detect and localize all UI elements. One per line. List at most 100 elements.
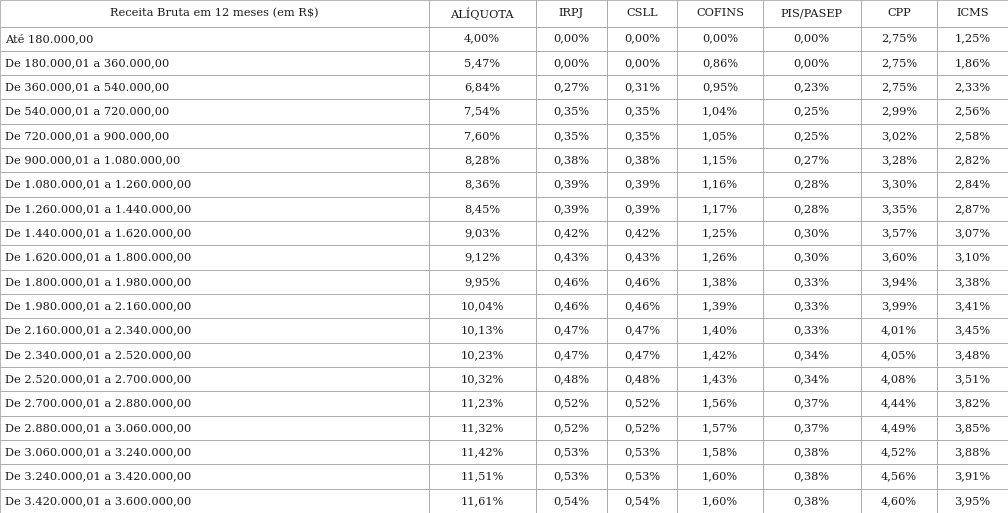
Bar xyxy=(677,100,762,124)
Bar xyxy=(428,440,535,464)
Bar xyxy=(762,75,861,100)
Text: 10,04%: 10,04% xyxy=(461,301,504,311)
Bar xyxy=(861,100,937,124)
Bar xyxy=(762,464,861,489)
Bar xyxy=(428,172,535,197)
Bar xyxy=(607,51,677,75)
Bar xyxy=(677,294,762,319)
Text: 0,35%: 0,35% xyxy=(553,131,589,141)
Bar xyxy=(861,294,937,319)
Text: De 2.880.000,01 a 3.060.000,00: De 2.880.000,01 a 3.060.000,00 xyxy=(5,423,192,433)
Bar xyxy=(762,124,861,148)
Bar xyxy=(607,489,677,513)
Bar xyxy=(677,245,762,270)
Bar xyxy=(677,391,762,416)
Bar xyxy=(535,319,607,343)
Bar xyxy=(762,440,861,464)
Text: 3,91%: 3,91% xyxy=(955,471,991,482)
Text: De 1.620.000,01 a 1.800.000,00: De 1.620.000,01 a 1.800.000,00 xyxy=(5,252,192,263)
Text: 1,05%: 1,05% xyxy=(702,131,738,141)
Bar xyxy=(762,245,861,270)
Text: 3,38%: 3,38% xyxy=(955,277,991,287)
Bar xyxy=(937,172,1008,197)
Text: De 1.080.000,01 a 1.260.000,00: De 1.080.000,01 a 1.260.000,00 xyxy=(5,180,192,190)
Text: 4,52%: 4,52% xyxy=(881,447,917,457)
Text: 8,28%: 8,28% xyxy=(464,155,500,165)
Bar xyxy=(535,197,607,221)
Text: 3,88%: 3,88% xyxy=(955,447,991,457)
Bar xyxy=(937,416,1008,440)
Bar xyxy=(762,270,861,294)
Text: 1,17%: 1,17% xyxy=(702,204,738,214)
Bar xyxy=(861,51,937,75)
Text: De 360.000,01 a 540.000,00: De 360.000,01 a 540.000,00 xyxy=(5,82,169,92)
Text: 0,39%: 0,39% xyxy=(624,204,660,214)
Text: 3,60%: 3,60% xyxy=(881,252,917,263)
Bar xyxy=(861,270,937,294)
Bar xyxy=(535,416,607,440)
Bar xyxy=(861,221,937,245)
Text: 0,30%: 0,30% xyxy=(793,252,830,263)
Bar xyxy=(535,27,607,51)
Bar xyxy=(535,148,607,172)
Bar xyxy=(535,172,607,197)
Bar xyxy=(607,391,677,416)
Bar xyxy=(677,27,762,51)
Bar xyxy=(0,489,428,513)
Bar xyxy=(762,0,861,27)
Text: 0,39%: 0,39% xyxy=(553,204,589,214)
Text: 0,46%: 0,46% xyxy=(624,277,660,287)
Bar xyxy=(535,51,607,75)
Text: 10,13%: 10,13% xyxy=(461,326,504,336)
Bar xyxy=(937,391,1008,416)
Bar xyxy=(937,343,1008,367)
Bar xyxy=(0,172,428,197)
Text: 0,25%: 0,25% xyxy=(793,131,830,141)
Text: 0,38%: 0,38% xyxy=(793,471,830,482)
Text: 0,42%: 0,42% xyxy=(553,228,589,238)
Text: 0,34%: 0,34% xyxy=(793,374,830,384)
Bar xyxy=(428,416,535,440)
Bar xyxy=(428,489,535,513)
Bar xyxy=(861,124,937,148)
Bar xyxy=(535,0,607,27)
Text: ICMS: ICMS xyxy=(957,8,989,18)
Text: De 1.980.000,01 a 2.160.000,00: De 1.980.000,01 a 2.160.000,00 xyxy=(5,301,192,311)
Text: 3,95%: 3,95% xyxy=(955,496,991,506)
Bar xyxy=(677,464,762,489)
Bar xyxy=(937,124,1008,148)
Bar xyxy=(607,100,677,124)
Text: 2,75%: 2,75% xyxy=(881,82,917,92)
Text: 2,82%: 2,82% xyxy=(955,155,991,165)
Text: 3,02%: 3,02% xyxy=(881,131,917,141)
Bar xyxy=(535,124,607,148)
Text: 3,07%: 3,07% xyxy=(955,228,991,238)
Bar xyxy=(0,319,428,343)
Text: 4,60%: 4,60% xyxy=(881,496,917,506)
Bar xyxy=(0,343,428,367)
Text: 1,38%: 1,38% xyxy=(702,277,738,287)
Bar xyxy=(937,319,1008,343)
Bar xyxy=(677,148,762,172)
Bar xyxy=(607,464,677,489)
Bar xyxy=(428,75,535,100)
Bar xyxy=(428,124,535,148)
Bar xyxy=(535,464,607,489)
Bar xyxy=(937,270,1008,294)
Bar xyxy=(937,221,1008,245)
Bar xyxy=(607,440,677,464)
Bar xyxy=(677,124,762,148)
Text: PIS/PASEP: PIS/PASEP xyxy=(780,8,843,18)
Bar xyxy=(607,343,677,367)
Text: 11,23%: 11,23% xyxy=(461,399,504,408)
Text: 0,46%: 0,46% xyxy=(553,277,589,287)
Bar xyxy=(607,27,677,51)
Bar xyxy=(937,0,1008,27)
Text: 4,56%: 4,56% xyxy=(881,471,917,482)
Text: 0,38%: 0,38% xyxy=(793,496,830,506)
Bar xyxy=(861,319,937,343)
Bar xyxy=(0,294,428,319)
Text: 0,52%: 0,52% xyxy=(553,423,589,433)
Text: 3,94%: 3,94% xyxy=(881,277,917,287)
Text: 0,42%: 0,42% xyxy=(624,228,660,238)
